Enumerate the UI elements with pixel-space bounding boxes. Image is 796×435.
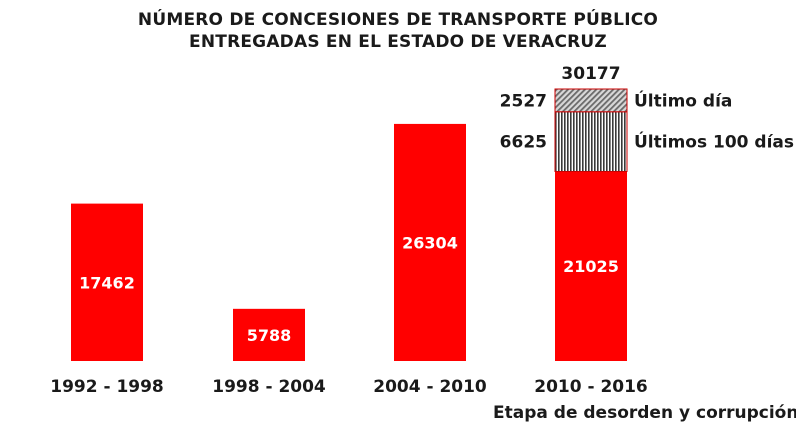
period-annotation: Etapa de desorden y corrupción: [493, 403, 796, 423]
chart-title-line-1: NÚMERO DE CONCESIONES DE TRANSPORTE PÚBL…: [137, 10, 659, 30]
stack-segment-value-1: 6625: [500, 133, 547, 153]
bar-value-label-4: 21025: [563, 257, 619, 276]
bar-value-label-3: 26304: [402, 233, 458, 252]
stack-segment-name-2: Último día: [634, 89, 732, 111]
category-label-4: 2010 - 2016: [534, 377, 648, 397]
category-label-3: 2004 - 2010: [373, 377, 487, 397]
stack-total-label: 30177: [561, 64, 620, 84]
stack-segment-value-2: 2527: [500, 91, 547, 111]
labels-layer: 17462 1992 - 1998 5788 1998 - 2004 26304 2004…: [50, 64, 796, 423]
bar-1: [71, 203, 143, 361]
bar-4: [555, 171, 627, 361]
stack-segment-1: [554, 111, 628, 172]
category-label-1: 1992 - 1998: [50, 377, 164, 397]
chart-title-line-2: ENTREGADAS EN EL ESTADO DE VERACRUZ: [189, 32, 607, 52]
category-label-2: 1998 - 2004: [212, 377, 326, 397]
stack-segment-name-1: Últimos 100 días: [634, 131, 794, 153]
bar-2: [233, 308, 305, 361]
bars-layer: [71, 88, 628, 361]
bar-3: [394, 123, 466, 361]
bar-value-label-2: 5788: [247, 326, 292, 345]
stack-segment-2: [554, 88, 628, 113]
bar-value-label-1: 17462: [79, 273, 135, 292]
